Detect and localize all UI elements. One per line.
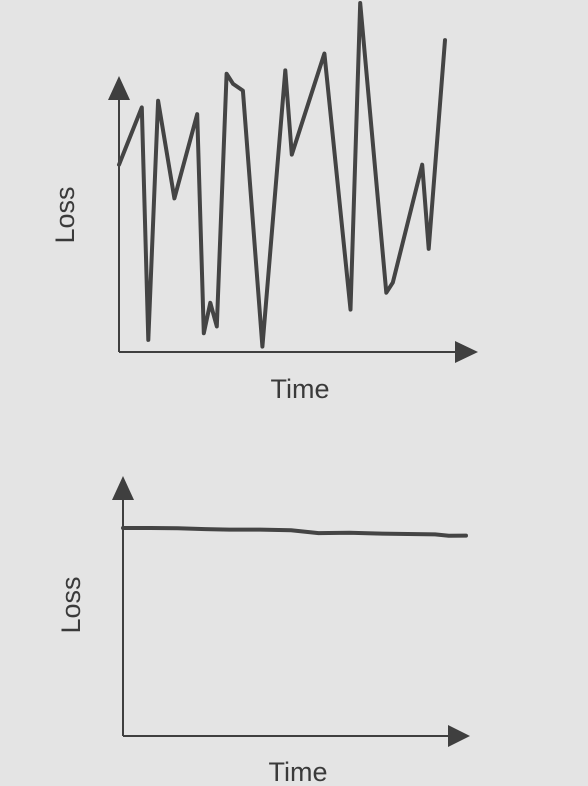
- chart-bottom-x-axis-label: Time: [269, 757, 328, 786]
- chart-bottom: Time Loss: [56, 476, 470, 786]
- chart-top-y-axis-arrow: [108, 76, 130, 100]
- chart-top-x-axis-label: Time: [271, 374, 330, 404]
- chart-top-y-axis-label: Loss: [50, 186, 80, 243]
- chart-bottom-y-axis-arrow: [112, 476, 134, 500]
- chart-bottom-y-axis-label: Loss: [56, 576, 86, 633]
- chart-bottom-loss-series: [121, 526, 468, 538]
- chart-top-x-axis-arrow: [455, 341, 478, 363]
- chart-bottom-x-axis-arrow: [448, 725, 470, 747]
- chart-top-loss-series: [117, 1, 447, 349]
- chart-top: Time Loss: [50, 1, 478, 404]
